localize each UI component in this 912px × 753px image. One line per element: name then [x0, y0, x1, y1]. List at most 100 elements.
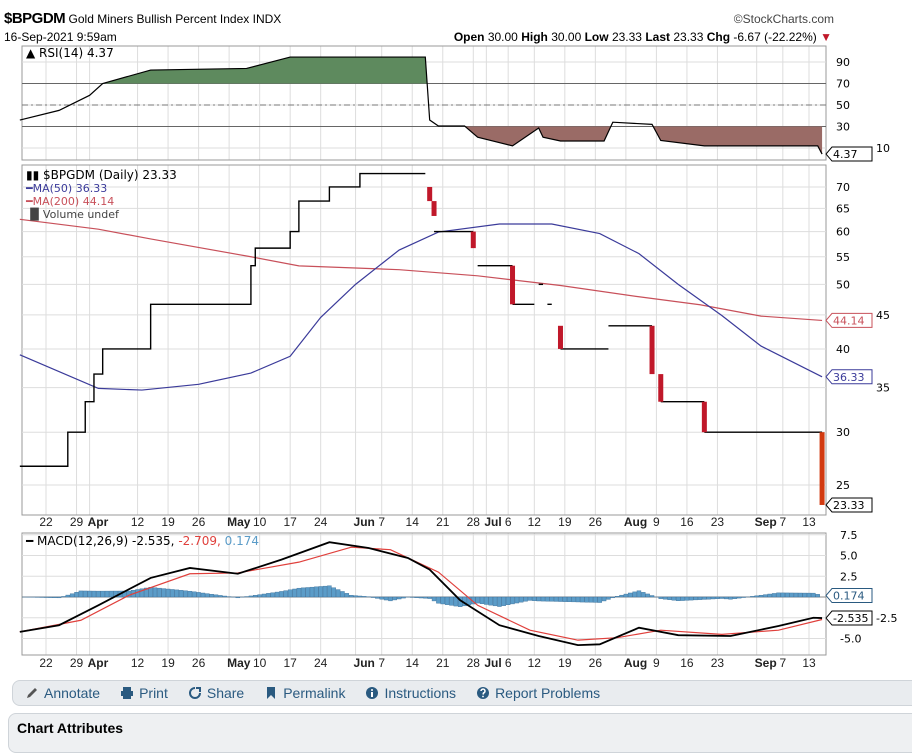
ma50-last-tag: 36.33 — [833, 371, 865, 384]
histogram-bar — [624, 594, 628, 597]
x-tick-label: 10 — [253, 656, 267, 670]
histogram-bar — [153, 588, 157, 597]
histogram-bar — [537, 597, 541, 601]
histogram-bar — [550, 597, 554, 601]
x-tick-label: 6 — [505, 515, 512, 529]
histogram-bar — [162, 589, 166, 597]
histogram-bar — [790, 593, 794, 597]
histogram-bar — [57, 597, 61, 598]
x-tick-label: 22 — [39, 656, 53, 670]
histogram-bar — [345, 593, 349, 597]
instructions-button[interactable]: Instructions — [365, 685, 456, 701]
x-tick-label: 19 — [161, 515, 175, 529]
report-problems-button[interactable]: Report Problems — [476, 685, 600, 701]
histogram-bar — [606, 597, 610, 599]
macd-tick-label: 2.5 — [840, 570, 858, 583]
histogram-bar — [611, 597, 615, 598]
histogram-bar — [358, 596, 362, 597]
histogram-bar — [685, 597, 689, 600]
histogram-bar — [184, 591, 188, 597]
histogram-bar — [524, 597, 528, 601]
annotate-button[interactable]: Annotate — [25, 685, 100, 701]
x-tick-label: 23 — [711, 656, 725, 670]
x-tick-label: 29 — [70, 515, 84, 529]
histogram-bar — [75, 592, 79, 597]
histogram-bar — [602, 597, 606, 601]
histogram-bar — [210, 594, 214, 597]
histogram-bar — [776, 593, 780, 597]
histogram-bar — [310, 587, 314, 597]
hist-last-tag: 0.174 — [833, 590, 865, 603]
histogram-bar — [101, 591, 105, 597]
chart-attributes-panel[interactable]: Chart Attributes — [8, 713, 912, 753]
pencil-icon — [25, 686, 39, 700]
rsi-tick-label: 10 — [876, 142, 890, 155]
x-tick-label: 7 — [779, 656, 786, 670]
x-tick-label: 28 — [467, 515, 481, 529]
histogram-bar — [519, 597, 523, 602]
macd-legend: ━ MACD(12,26,9) -2.535, -2.709, 0.174 — [25, 534, 259, 548]
permalink-button[interactable]: Permalink — [264, 685, 345, 701]
x-tick-label: 6 — [505, 656, 512, 670]
histogram-bar — [506, 597, 510, 605]
x-tick-label: 9 — [653, 515, 660, 529]
histogram-bar — [402, 597, 406, 598]
rsi-tick-label: 30 — [836, 121, 850, 134]
ma200-last-tag: 44.14 — [833, 314, 865, 327]
histogram-bar — [449, 597, 453, 605]
share-button[interactable]: Share — [188, 685, 244, 701]
x-tick-label: 9 — [653, 656, 660, 670]
x-tick-label: Jul — [484, 656, 501, 670]
x-tick-label: 28 — [467, 656, 481, 670]
histogram-bar — [733, 597, 737, 599]
histogram-bar — [275, 592, 279, 597]
histogram-bar — [336, 590, 340, 597]
rsi-tick-label: 70 — [836, 78, 850, 91]
histogram-bar — [476, 597, 480, 603]
x-tick-label: 7 — [378, 656, 385, 670]
rsi-tick-label: 90 — [836, 56, 850, 69]
histogram-bar — [755, 596, 759, 597]
macd-tick-label: -2.5 — [876, 612, 897, 625]
chart-toolbar: Annotate Print Share Permalink Instructions R… — [12, 680, 912, 706]
x-tick-label: 26 — [192, 656, 206, 670]
histogram-bar — [515, 597, 519, 603]
down-candle — [702, 402, 707, 432]
x-tick-label: 26 — [589, 656, 603, 670]
histogram-bar — [362, 596, 366, 597]
x-tick-label: 12 — [131, 515, 145, 529]
histogram-bar — [585, 597, 589, 602]
histogram-bar — [567, 597, 571, 602]
x-tick-label: 19 — [161, 656, 175, 670]
histogram-bar — [628, 593, 632, 597]
toolbar-label: Instructions — [384, 685, 456, 701]
price-tick-label: 35 — [876, 382, 890, 395]
histogram-bar — [53, 597, 57, 598]
price-tick-label: 65 — [836, 202, 850, 215]
histogram-bar — [497, 597, 501, 607]
histogram-bar — [393, 597, 397, 600]
x-tick-label: 24 — [314, 515, 328, 529]
x-tick-label: Sep — [755, 656, 777, 670]
toolbar-label: Print — [139, 685, 168, 701]
histogram-bar — [83, 591, 87, 597]
down-candle — [820, 432, 825, 505]
print-button[interactable]: Print — [120, 685, 168, 701]
histogram-bar — [279, 591, 283, 597]
x-tick-label: May — [227, 656, 251, 670]
x-tick-label: 23 — [711, 515, 725, 529]
histogram-bar — [266, 593, 270, 597]
histogram-bar — [715, 597, 719, 599]
down-candle — [432, 201, 437, 216]
ma50-line — [20, 224, 822, 390]
histogram-bar — [157, 588, 161, 597]
histogram-bar — [528, 597, 532, 600]
histogram-bar — [66, 595, 70, 597]
histogram-bar — [794, 593, 798, 597]
histogram-bar — [511, 597, 515, 604]
histogram-bar — [711, 597, 715, 599]
x-tick-label: 13 — [802, 656, 816, 670]
histogram-bar — [288, 590, 292, 597]
histogram-bar — [663, 597, 667, 599]
